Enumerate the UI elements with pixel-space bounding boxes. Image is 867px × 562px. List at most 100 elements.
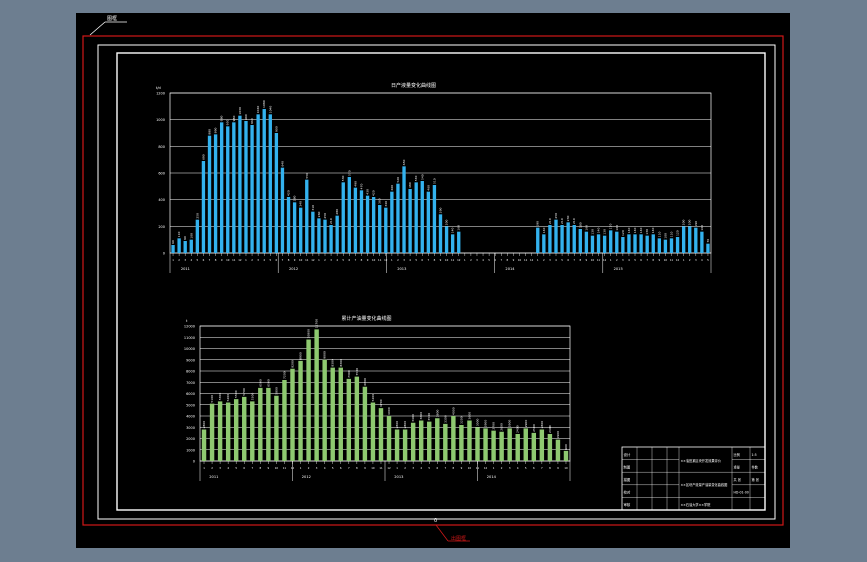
bar	[467, 420, 472, 461]
bar	[311, 211, 315, 253]
bar	[262, 109, 266, 253]
layout-tag2: 出图框	[451, 535, 466, 542]
x-tick-label: 8	[507, 258, 509, 262]
bar	[362, 386, 368, 461]
bar	[615, 231, 619, 253]
bar	[681, 226, 686, 253]
x-tick-label: 8	[434, 258, 436, 262]
bar-value-label: 2700	[492, 422, 496, 430]
y-tick-label: 600	[158, 172, 165, 176]
bar	[420, 181, 424, 253]
x-tick-label: 10	[664, 258, 668, 262]
bar	[386, 416, 392, 461]
x-tick-label: 6	[494, 258, 496, 262]
bar	[195, 219, 200, 253]
bar	[590, 235, 595, 253]
x-tick-label: 2	[324, 258, 326, 262]
bar-value-label: 210	[329, 218, 333, 224]
x-tick-label: 4	[190, 258, 192, 262]
tb-row-label: 描图	[624, 477, 631, 482]
year-label: 2012	[302, 475, 311, 479]
bar-value-label: 190	[536, 221, 540, 227]
x-tick-label: 10	[275, 466, 279, 470]
year-label: 2011	[181, 267, 190, 271]
bar-value-label: 170	[609, 224, 613, 230]
bar	[370, 402, 376, 461]
bar	[523, 428, 528, 461]
bar	[531, 432, 537, 461]
x-tick-label: 1	[318, 258, 320, 262]
bar-value-label: 980	[232, 116, 236, 122]
y-tick-label: 4000	[186, 415, 195, 419]
bar	[432, 185, 437, 253]
bar	[335, 215, 339, 253]
x-tick-label: 5	[332, 466, 334, 470]
x-tick-label: 10	[371, 466, 375, 470]
x-tick-label: 6	[276, 258, 278, 262]
bar-value-label: 140	[542, 228, 546, 234]
bar-value-label: 6500	[258, 379, 262, 387]
bar-value-label: 210	[560, 218, 564, 224]
bar	[459, 425, 464, 461]
bar-value-label: 2900	[524, 420, 528, 428]
bar-value-label: 1030	[238, 107, 242, 115]
bar	[563, 450, 569, 461]
bar	[371, 197, 376, 253]
bar-value-label: 260	[317, 212, 321, 218]
bar	[329, 225, 333, 253]
bar-value-label: 510	[432, 178, 436, 184]
bar-value-label: 460	[390, 185, 394, 191]
x-tick-label: 7	[428, 258, 430, 262]
bar-value-label: 490	[353, 181, 357, 187]
bar	[225, 402, 231, 461]
x-tick-label: 4	[263, 258, 265, 262]
x-tick-label: 11	[232, 258, 236, 262]
x-tick-label: 9	[440, 258, 442, 262]
bar-value-label: 690	[201, 154, 205, 160]
x-tick-label: 6	[243, 466, 245, 470]
x-tick-label: 3	[257, 258, 259, 262]
bar	[209, 403, 215, 461]
x-tick-label: 12	[457, 258, 461, 262]
x-tick-label: 8	[361, 258, 363, 262]
bar	[384, 207, 388, 253]
bar-value-label: 550	[305, 173, 309, 179]
bar-value-label: 200	[688, 220, 692, 226]
x-tick-label: 12	[387, 466, 391, 470]
bar	[657, 238, 662, 253]
bar-value-label: 140	[633, 228, 637, 234]
x-tick-label: 6	[436, 466, 438, 470]
bar-value-label: 340	[299, 201, 303, 207]
bar-value-label: 100	[663, 233, 667, 239]
x-tick-label: 7	[209, 258, 211, 262]
y-tick-label: 1000	[186, 448, 195, 452]
x-tick-label: 11	[597, 258, 601, 262]
bar	[219, 122, 224, 253]
layout-tag: 图框	[107, 15, 117, 22]
bar	[256, 114, 260, 253]
bar	[394, 429, 400, 461]
tb-row-label: 校对	[624, 490, 631, 495]
x-tick-label: 9	[557, 466, 559, 470]
bar	[242, 396, 247, 461]
bar-value-label: 880	[208, 129, 212, 135]
x-tick-label: 1	[203, 466, 205, 470]
x-tick-label: 1	[493, 466, 495, 470]
bar	[542, 234, 546, 253]
x-tick-label: 12	[384, 258, 388, 262]
bar-value-label: 460	[426, 185, 430, 191]
bar-value-label: 2800	[395, 421, 399, 429]
bar	[341, 182, 345, 253]
bar-value-label: 530	[341, 176, 345, 182]
x-tick-label: 2	[470, 258, 472, 262]
bar	[378, 205, 382, 253]
x-tick-label: 11	[524, 258, 528, 262]
bar	[706, 243, 710, 253]
bar-value-label: 900	[274, 126, 278, 132]
bar	[396, 183, 400, 253]
bar	[451, 416, 456, 461]
bar	[250, 401, 255, 461]
bar-value-label: 360	[378, 198, 382, 204]
bar-value-label: 3600	[467, 412, 471, 420]
bar	[402, 429, 408, 461]
